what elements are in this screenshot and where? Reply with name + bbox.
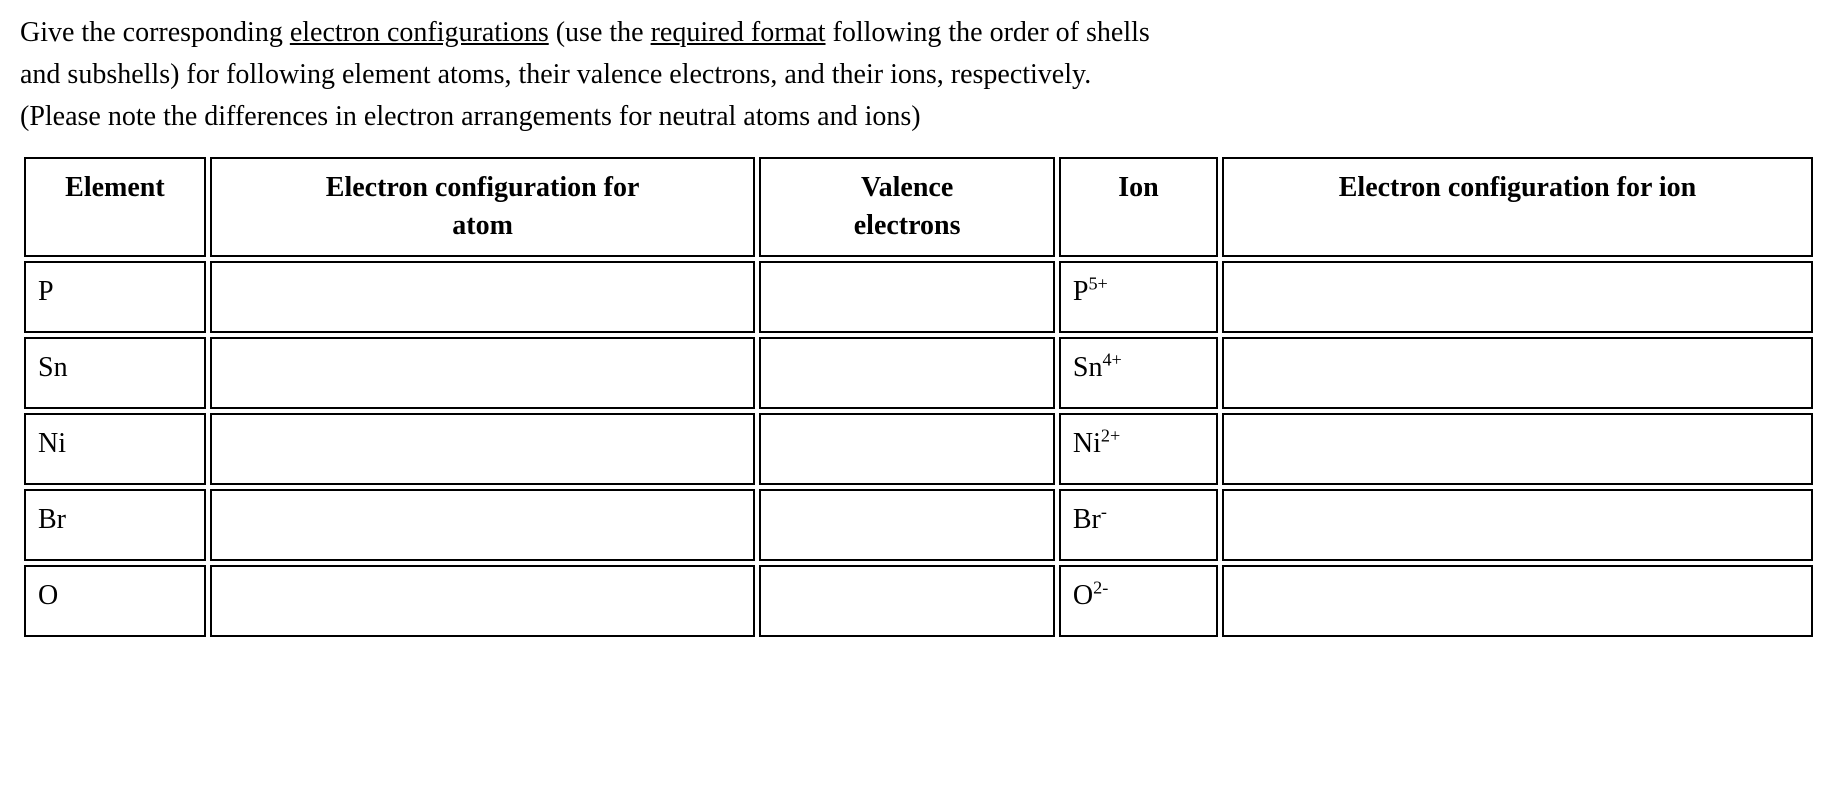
cell-valence bbox=[759, 261, 1055, 333]
cell-ion-config bbox=[1222, 337, 1813, 409]
ion-superscript: 5+ bbox=[1088, 274, 1107, 294]
ion-superscript: 2+ bbox=[1101, 426, 1120, 446]
ion-superscript: 2- bbox=[1093, 578, 1108, 598]
question-line-3: (Please note the differences in electron… bbox=[20, 98, 1817, 136]
q1-part-a: Give the corresponding bbox=[20, 17, 290, 48]
header-valence-l1: Valence bbox=[861, 172, 953, 203]
cell-atom-config bbox=[210, 413, 756, 485]
table-row: BrBr- bbox=[24, 489, 1813, 561]
cell-element: Sn bbox=[24, 337, 206, 409]
cell-ion: Br- bbox=[1059, 489, 1218, 561]
cell-valence bbox=[759, 489, 1055, 561]
ion-base: Br bbox=[1073, 504, 1101, 535]
q1-part-c: following the order of shells bbox=[826, 17, 1150, 48]
header-ion-config: Electron configuration for ion bbox=[1222, 157, 1813, 257]
cell-ion-config bbox=[1222, 261, 1813, 333]
table-row: SnSn4+ bbox=[24, 337, 1813, 409]
cell-ion: Sn4+ bbox=[1059, 337, 1218, 409]
cell-atom-config bbox=[210, 489, 756, 561]
cell-element: Ni bbox=[24, 413, 206, 485]
table-row: NiNi2+ bbox=[24, 413, 1813, 485]
header-ion: Ion bbox=[1059, 157, 1218, 257]
header-atom-config-l2: atom bbox=[452, 210, 513, 241]
cell-atom-config bbox=[210, 261, 756, 333]
cell-element: P bbox=[24, 261, 206, 333]
cell-ion: P5+ bbox=[1059, 261, 1218, 333]
cell-atom-config bbox=[210, 337, 756, 409]
question-line-2: and subshells) for following element ato… bbox=[20, 56, 1817, 94]
ion-base: Ni bbox=[1073, 428, 1101, 459]
electron-config-table: Element Electron configuration for atom … bbox=[20, 153, 1817, 641]
header-atom-config-l1: Electron configuration for bbox=[326, 172, 640, 203]
ion-base: O bbox=[1073, 580, 1093, 611]
cell-ion: O2- bbox=[1059, 565, 1218, 637]
question-line-1: Give the corresponding electron configur… bbox=[20, 14, 1817, 52]
q1-part-b: (use the bbox=[549, 17, 651, 48]
cell-ion-config bbox=[1222, 565, 1813, 637]
cell-valence bbox=[759, 337, 1055, 409]
cell-element: Br bbox=[24, 489, 206, 561]
ion-base: Sn bbox=[1073, 352, 1103, 383]
cell-ion: Ni2+ bbox=[1059, 413, 1218, 485]
cell-valence bbox=[759, 413, 1055, 485]
ion-base: P bbox=[1073, 276, 1089, 307]
cell-valence bbox=[759, 565, 1055, 637]
cell-atom-config bbox=[210, 565, 756, 637]
cell-element: O bbox=[24, 565, 206, 637]
header-valence-l2: electrons bbox=[854, 210, 961, 241]
table-body: PP5+SnSn4+NiNi2+BrBr-OO2- bbox=[24, 261, 1813, 637]
table-header-row: Element Electron configuration for atom … bbox=[24, 157, 1813, 257]
question-text: Give the corresponding electron configur… bbox=[20, 14, 1817, 135]
cell-ion-config bbox=[1222, 413, 1813, 485]
cell-ion-config bbox=[1222, 489, 1813, 561]
table-row: PP5+ bbox=[24, 261, 1813, 333]
ion-superscript: 4+ bbox=[1102, 350, 1121, 370]
table-row: OO2- bbox=[24, 565, 1813, 637]
q1-underline-2: required format bbox=[651, 17, 826, 48]
header-element: Element bbox=[24, 157, 206, 257]
ion-superscript: - bbox=[1101, 502, 1107, 522]
q1-underline-1: electron configurations bbox=[290, 17, 549, 48]
header-atom-config: Electron configuration for atom bbox=[210, 157, 756, 257]
header-valence: Valence electrons bbox=[759, 157, 1055, 257]
